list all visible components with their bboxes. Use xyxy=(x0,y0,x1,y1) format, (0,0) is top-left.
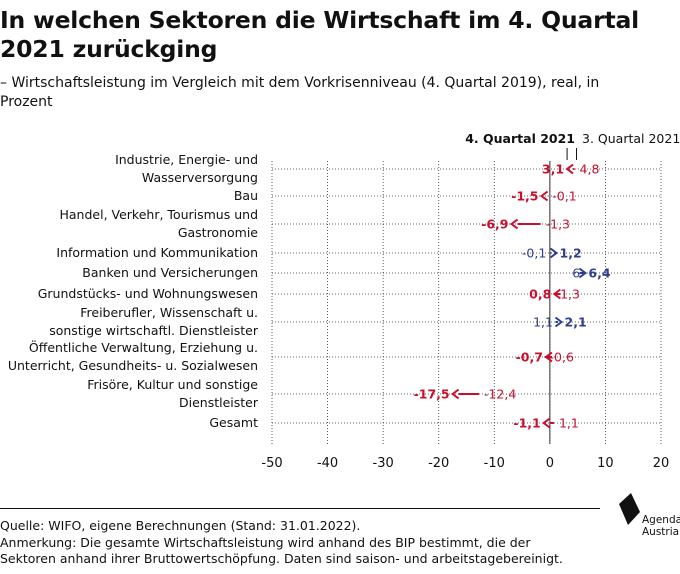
arrow-head-2 xyxy=(509,218,519,230)
arrow-head-4 xyxy=(578,267,588,279)
x-tick-label-6: 10 xyxy=(597,456,614,471)
value-q3-1: -0,1 xyxy=(552,189,576,204)
value-q3-9: 1,1 xyxy=(559,416,579,431)
source-note: Quelle: WIFO, eigene Berechnungen (Stand… xyxy=(0,518,361,533)
legend-q3-2021: 3. Quartal 2021 xyxy=(582,131,680,146)
category-label-4: Banken und Versicherungen xyxy=(82,265,258,280)
value-q4-5: 0,8 xyxy=(529,287,551,302)
value-q3-4: 6 xyxy=(572,266,580,281)
category-label-8-line-1: Frisöre, Kultur und sonstige xyxy=(87,377,258,392)
arrow-head-8 xyxy=(450,388,460,400)
arrow-head-3 xyxy=(549,247,559,259)
value-q4-6: 2,1 xyxy=(565,315,587,330)
logo-line-2: Austria xyxy=(642,526,680,538)
agenda-austria-logo: Agenda Austria xyxy=(615,492,680,552)
chart-subtitle: – Wirtschaftsleistung im Vergleich mit d… xyxy=(0,75,600,110)
logo-line-1: Agenda xyxy=(642,514,680,526)
category-label-5: Grundstücks- und Wohnungswesen xyxy=(38,286,258,301)
value-q3-8: -12,4 xyxy=(484,387,516,402)
arrow-head-9 xyxy=(542,417,551,429)
category-label-1: Bau xyxy=(234,188,258,203)
x-tick-label-5: 0 xyxy=(546,456,554,471)
remark-line-1: Anmerkung: Die gesamte Wirtschaftsleistu… xyxy=(0,534,531,550)
logo-mark-icon xyxy=(619,493,640,525)
value-q3-5: 1,3 xyxy=(560,287,580,302)
category-label-0-line-1: Industrie, Energie- und xyxy=(115,152,258,167)
value-q3-6: 1,1 xyxy=(533,315,553,330)
value-q4-3: 1,2 xyxy=(560,246,582,261)
x-tick-label-7: 20 xyxy=(653,456,670,471)
value-q3-7: -0,6 xyxy=(550,350,574,365)
arrow-head-6 xyxy=(554,316,564,328)
footer: Quelle: WIFO, eigene Berechnungen (Stand… xyxy=(0,508,600,568)
remark-line-2: Sektoren anhand ihrer Bruttowertschöpfun… xyxy=(0,551,563,566)
arrow-head-0 xyxy=(565,163,574,175)
x-tick-label-1: -40 xyxy=(317,456,338,471)
category-label-2-line-1: Handel, Verkehr, Tourismus und xyxy=(60,207,259,222)
x-tick-label-0: -50 xyxy=(261,456,282,471)
category-label-0-line-2: Wasserversorgung xyxy=(142,170,258,185)
category-label-8-line-2: Dienstleister xyxy=(179,395,259,410)
value-q3-2: -1,3 xyxy=(546,217,570,232)
category-label-6-line-2: sonstige wirtschaftl. Dienstleister xyxy=(49,323,259,338)
arrow-head-1 xyxy=(539,190,549,202)
value-q4-8: -17,5 xyxy=(414,387,450,402)
value-q3-3: -0,1 xyxy=(522,246,546,261)
category-label-7-line-2: Unterricht, Gesundheits- u. Sozialwesen xyxy=(8,358,258,373)
category-label-6-line-1: Freiberufler, Wissenschaft u. xyxy=(80,305,258,320)
value-q4-1: -1,5 xyxy=(511,189,538,204)
arrow-head-5 xyxy=(552,288,561,300)
category-label-7-line-1: Öffentliche Verwaltung, Erziehung u. xyxy=(29,339,258,355)
category-label-9: Gesamt xyxy=(209,415,258,430)
value-q4-4: 6,4 xyxy=(588,266,610,281)
value-q4-2: -6,9 xyxy=(481,217,508,232)
x-tick-label-2: -30 xyxy=(373,456,394,471)
value-q4-7: -0,7 xyxy=(516,350,543,365)
chart-title: In welchen Sektoren die Wirtschaft im 4.… xyxy=(0,6,640,63)
x-tick-label-3: -20 xyxy=(428,456,449,471)
category-label-3: Information und Kommunikation xyxy=(56,245,258,260)
value-q3-0: 4,8 xyxy=(580,162,600,177)
x-tick-label-4: -10 xyxy=(484,456,505,471)
value-q4-0: 3,1 xyxy=(542,162,564,177)
legend-q4-2021: 4. Quartal 2021 xyxy=(465,131,575,146)
category-label-2-line-2: Gastronomie xyxy=(178,225,258,240)
value-q4-9: -1,1 xyxy=(513,416,540,431)
arrow-head-7 xyxy=(544,351,553,363)
